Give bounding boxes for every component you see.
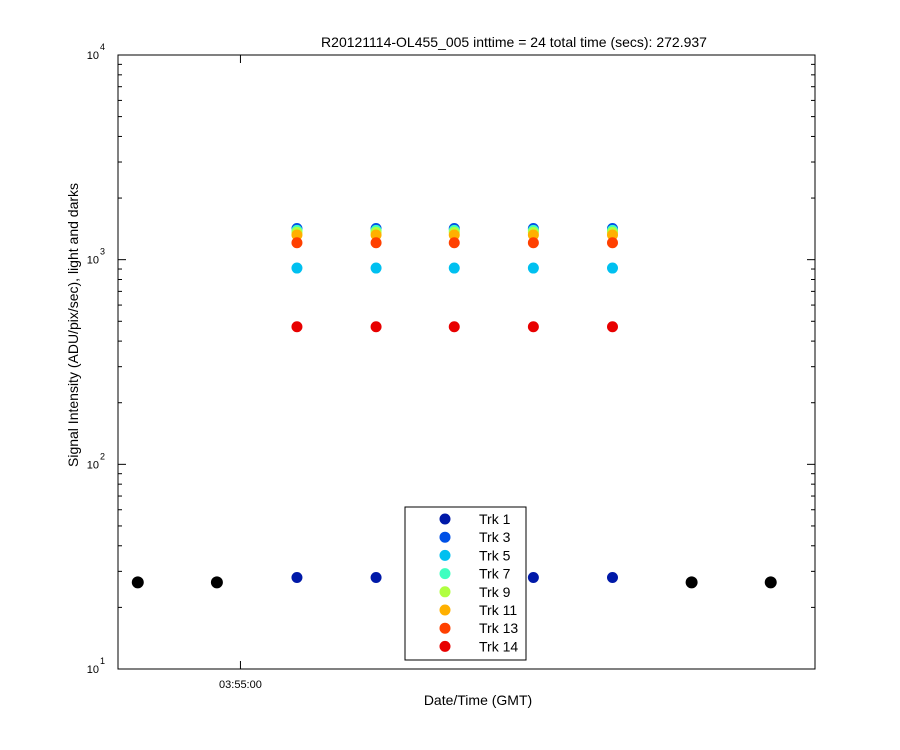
legend-marker	[439, 640, 451, 652]
data-point	[291, 571, 303, 583]
data-point	[527, 237, 539, 249]
y-tick-label: 101	[87, 656, 105, 676]
y-tick-label: 104	[87, 42, 105, 62]
data-point	[448, 237, 460, 249]
minor-ticks	[118, 63, 815, 608]
data-point	[606, 262, 618, 274]
data-point	[291, 262, 303, 274]
data-point	[370, 321, 382, 333]
legend-label: Trk 1	[479, 511, 511, 527]
y-axis-label: Signal Intensity (ADU/pix/sec), light an…	[65, 183, 81, 467]
legend-label: Trk 13	[479, 620, 518, 636]
y-axis: 101 102 103 104	[87, 42, 815, 676]
legend-label: Trk 14	[479, 638, 518, 654]
legend-label: Trk 3	[479, 529, 511, 545]
legend-marker	[439, 549, 451, 561]
legend-marker	[439, 586, 451, 598]
data-point	[448, 321, 460, 333]
legend-label: Trk 7	[479, 566, 511, 582]
dark-point	[685, 576, 698, 589]
legend-label: Trk 9	[479, 584, 511, 600]
legend-marker	[439, 531, 451, 543]
data-point	[448, 262, 460, 274]
dark-point	[131, 576, 144, 589]
data-point	[291, 237, 303, 249]
data-point	[606, 321, 618, 333]
data-point	[606, 237, 618, 249]
legend-marker	[439, 604, 451, 616]
data-point	[527, 321, 539, 333]
legend-marker	[439, 622, 451, 634]
legend: Trk 1 Trk 3 Trk 5 Trk 7 Trk 9 Trk 11 Trk 13 Trk…	[404, 506, 527, 661]
legend-marker	[439, 568, 451, 580]
legend-label: Trk 5	[479, 547, 511, 563]
data-point	[527, 571, 539, 583]
y-tick-label: 102	[87, 451, 105, 471]
data-point	[606, 571, 618, 583]
x-axis: 03:55:00	[219, 55, 262, 691]
dark-point	[764, 576, 777, 589]
legend-marker	[439, 513, 451, 525]
dark-point	[210, 576, 223, 589]
data-points	[131, 222, 777, 589]
data-point	[370, 571, 382, 583]
data-point	[291, 321, 303, 333]
chart-title: R20121114-OL455_005 inttime = 24 total t…	[321, 34, 707, 50]
y-tick-label: 103	[87, 247, 105, 267]
legend-label: Trk 11	[479, 602, 517, 618]
data-point	[370, 262, 382, 274]
x-axis-label: Date/Time (GMT)	[424, 692, 532, 708]
legend-box	[404, 506, 527, 661]
data-point	[370, 237, 382, 249]
data-point	[527, 262, 539, 274]
x-tick-label: 03:55:00	[219, 679, 262, 691]
